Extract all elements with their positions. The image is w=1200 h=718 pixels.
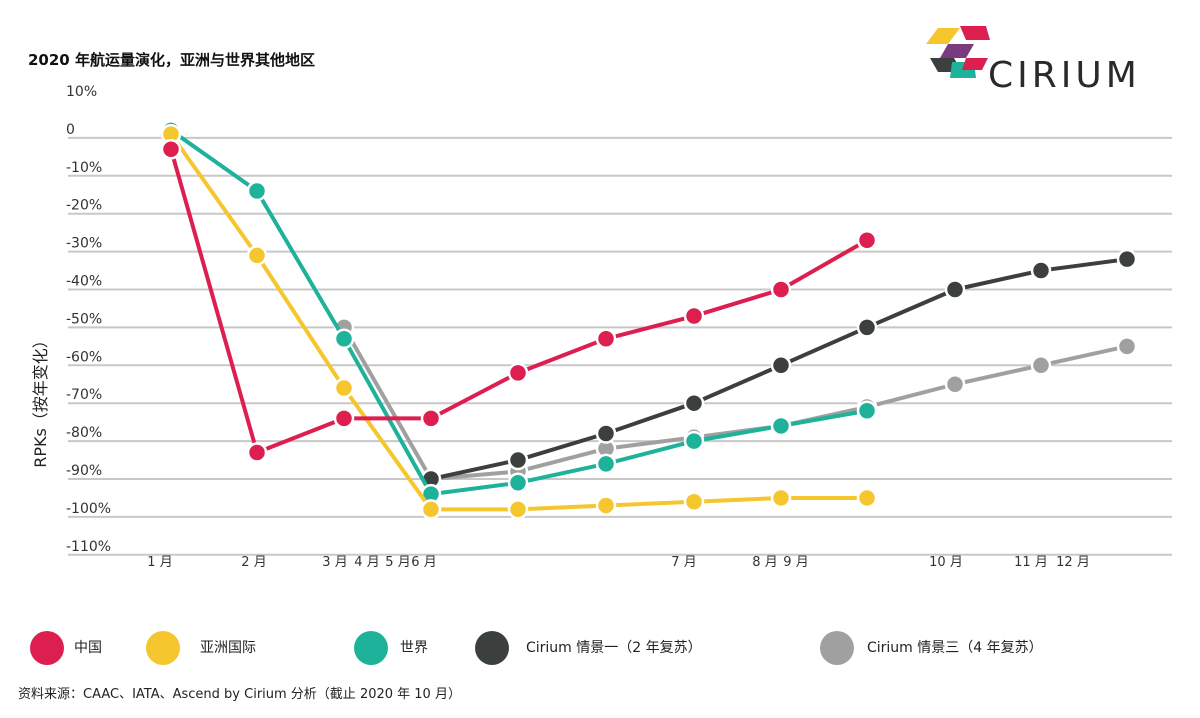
data-point-asia — [420, 499, 442, 520]
data-point-scenario1 — [507, 449, 529, 471]
data-point-china — [595, 328, 617, 350]
data-point-scenario1 — [770, 355, 792, 376]
legend-label-scenario1: Cirium 情景一（2 年复苏） — [526, 640, 702, 656]
x-tick-label: 6 月 — [411, 555, 436, 570]
data-point-asia — [770, 487, 792, 509]
data-point-china — [856, 229, 878, 251]
legend-swatch-china — [30, 631, 64, 665]
y-tick-label: -70% — [66, 387, 102, 403]
grid-lines — [68, 136, 1172, 556]
y-tick-label: -80% — [66, 425, 102, 441]
legend-swatch-scenario3 — [820, 631, 854, 665]
x-tick-label: 8 月 — [752, 555, 777, 570]
legend-label-scenario3: Cirium 情景三（4 年复苏） — [867, 640, 1043, 656]
data-point-world — [246, 180, 268, 202]
data-point-china — [770, 279, 792, 300]
data-point-scenario3 — [1116, 336, 1138, 357]
data-point-world — [595, 453, 617, 475]
cirium-logo-text: CIRIUM — [988, 55, 1141, 96]
y-tick-label: -110% — [66, 539, 111, 555]
legend-swatch-scenario1 — [475, 631, 509, 665]
y-tick-label: -40% — [66, 274, 102, 290]
series-asia — [160, 123, 878, 520]
data-point-scenario1 — [683, 392, 705, 414]
y-tick-label: 10% — [66, 84, 97, 100]
data-point-asia — [683, 491, 705, 512]
data-point-asia — [333, 377, 355, 399]
data-point-scenario1 — [856, 317, 878, 338]
data-point-china — [333, 408, 355, 429]
y-axis-ticks: 10% 0 -10% -20% -30% -40% -50% -60% -70% -80% -90%… — [66, 84, 111, 555]
x-tick-label: 9 月 — [783, 555, 808, 570]
data-point-china — [160, 139, 182, 160]
data-point-world — [770, 415, 792, 437]
data-point-asia — [246, 245, 268, 266]
data-point-scenario1 — [1116, 248, 1138, 270]
x-tick-label: 11 月 — [1014, 555, 1048, 570]
line-chart: 10% 0 -10% -20% -30% -40% -50% -60% -70% -80% -90%… — [31, 84, 1172, 570]
x-tick-label: 12 月 — [1056, 555, 1090, 570]
x-tick-label: 7 月 — [671, 555, 696, 570]
data-point-asia — [595, 495, 617, 516]
cirium-logo-icon — [926, 26, 990, 78]
data-point-scenario1 — [595, 423, 617, 444]
y-axis-label: RPKs（按年变化） — [31, 332, 50, 468]
series-china — [160, 139, 878, 463]
legend-swatch-world — [354, 631, 388, 665]
data-point-world — [507, 472, 529, 494]
series-line-world — [169, 128, 868, 497]
x-tick-label: 1 月 — [147, 555, 172, 570]
data-point-asia — [856, 487, 878, 509]
legend-label-world: 世界 — [400, 640, 428, 656]
x-tick-label: 5 月 — [385, 555, 410, 570]
data-point-china — [246, 442, 268, 463]
data-point-world — [683, 430, 705, 452]
y-tick-label: -10% — [66, 160, 102, 176]
y-tick-label: -30% — [66, 236, 102, 252]
x-tick-label: 3 月 — [322, 555, 347, 570]
y-tick-label: -90% — [66, 463, 102, 479]
x-tick-label: 2 月 — [241, 555, 266, 570]
data-point-china — [420, 408, 442, 429]
data-point-world — [856, 400, 878, 422]
data-point-scenario3 — [944, 374, 966, 395]
y-tick-label: -60% — [66, 349, 102, 365]
data-point-scenario1 — [1030, 260, 1052, 281]
y-tick-label: -50% — [66, 311, 102, 327]
series-scenario1 — [420, 248, 1138, 490]
data-point-asia — [507, 499, 529, 520]
series-group — [160, 120, 1138, 520]
legend-swatch-asia — [146, 631, 180, 665]
legend-label-asia: 亚洲国际 — [200, 640, 256, 656]
data-point-world — [333, 328, 355, 350]
x-tick-label: 4 月 — [354, 555, 379, 570]
series-line-china — [169, 148, 868, 455]
data-point-scenario3 — [1030, 355, 1052, 376]
legend-label-china: 中国 — [74, 640, 102, 656]
x-tick-label: 10 月 — [929, 555, 963, 570]
data-point-scenario1 — [944, 279, 966, 300]
y-tick-label: -100% — [66, 501, 111, 517]
data-point-china — [507, 362, 529, 384]
y-tick-label: 0 — [66, 122, 75, 138]
source-note: 资料来源：CAAC、IATA、Ascend by Cirium 分析（截止 20… — [18, 687, 461, 702]
y-tick-label: -20% — [66, 198, 102, 214]
data-point-china — [683, 305, 705, 327]
legend: 中国 亚洲国际 世界 Cirium 情景一（2 年复苏） Cirium 情景三（… — [0, 625, 1200, 671]
chart-title: 2020 年航运量演化，亚洲与世界其他地区 — [28, 51, 315, 69]
